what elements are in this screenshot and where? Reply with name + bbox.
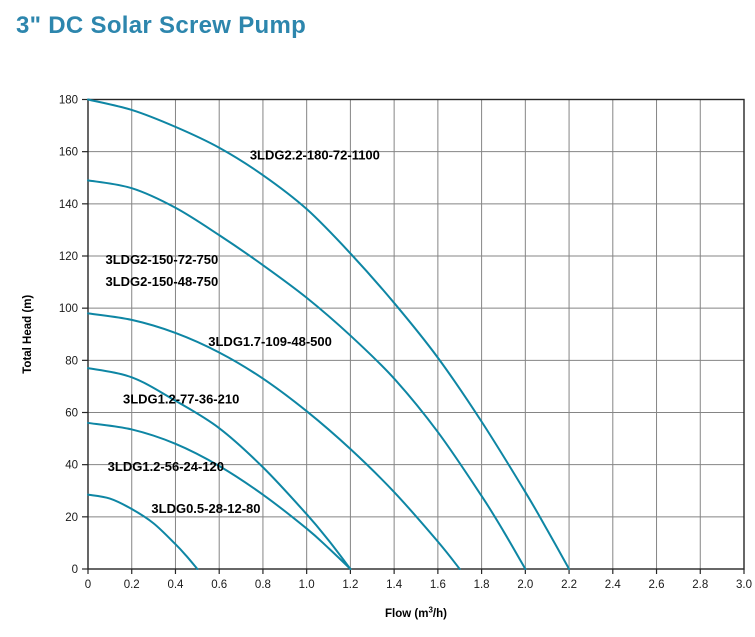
curve-3LDG2.2-180-72-1100 [87, 98, 571, 570]
x-tick-label: 0.6 [211, 579, 227, 591]
curve-3LDG2-150-72-750 [87, 179, 527, 570]
x-tick-label: 1.6 [430, 579, 446, 591]
gridlines [88, 99, 744, 569]
x-tick-label: 0.8 [255, 579, 271, 591]
x-tick-label: 3.0 [736, 579, 752, 591]
curve-labels: 3LDG2.2-180-72-1100 3LDG2-150-72-750 3LDG2… [105, 147, 379, 515]
curve-label: 3LDG1.7-109-48-500 [208, 334, 332, 349]
x-tick-label: 2.0 [517, 579, 533, 591]
curve-label: 3LDG1.2-56-24-120 [108, 459, 224, 474]
page-title: 3" DC Solar Screw Pump [16, 12, 307, 39]
y-tick-label: 180 [59, 95, 78, 107]
y-tick-label: 140 [59, 199, 78, 211]
x-tick-label: 0 [85, 579, 91, 591]
y-tick-label: 20 [65, 512, 78, 524]
axis-ticks: 0 0.2 0.4 0.6 0.8 1.0 1.2 1.4 1.6 1.8 2.0 2.2 2.4 2.6… [59, 95, 752, 592]
y-tick-label: 60 [65, 408, 78, 420]
x-tick-label: 1.8 [474, 579, 490, 591]
x-tick-label: 2.4 [605, 579, 622, 591]
curve-label: 3LDG0.5-28-12-80 [151, 501, 260, 516]
x-tick-label: 1.0 [299, 579, 315, 591]
curve-3LDG1.7-109-48-500 [87, 312, 461, 570]
curve-label: 3LDG2-150-48-750 [105, 274, 218, 289]
x-tick-label: 2.8 [692, 579, 708, 591]
y-tick-label: 120 [59, 251, 78, 263]
x-tick-label: 2.6 [649, 579, 665, 591]
y-tick-label: 160 [59, 147, 78, 159]
curve-3LDG1.2-77-36-210 [87, 367, 352, 570]
x-tick-label: 0.2 [124, 579, 140, 591]
pump-curves [87, 98, 571, 570]
y-tick-label: 100 [59, 303, 78, 315]
x-tick-label: 2.2 [561, 579, 577, 591]
y-tick-label: 40 [65, 460, 78, 472]
x-tick-label: 0.4 [167, 579, 184, 591]
x-tick-label: 1.2 [342, 579, 358, 591]
plot-border [87, 98, 745, 570]
curve-label: 3LDG2-150-72-750 [105, 252, 218, 267]
curve-label: 3LDG2.2-180-72-1100 [250, 147, 380, 162]
curve-label: 3LDG1.2-77-36-210 [123, 391, 239, 406]
y-tick-label: 0 [72, 564, 78, 576]
x-axis-title: Flow (m3/h) [385, 606, 447, 621]
y-axis-title: Total Head (m) [22, 295, 34, 374]
x-tick-label: 1.4 [386, 579, 403, 591]
curve-3LDG0.5-28-12-80 [87, 493, 199, 570]
y-tick-label: 80 [65, 355, 78, 367]
curve-3LDG1.2-56-24-120 [87, 421, 352, 570]
